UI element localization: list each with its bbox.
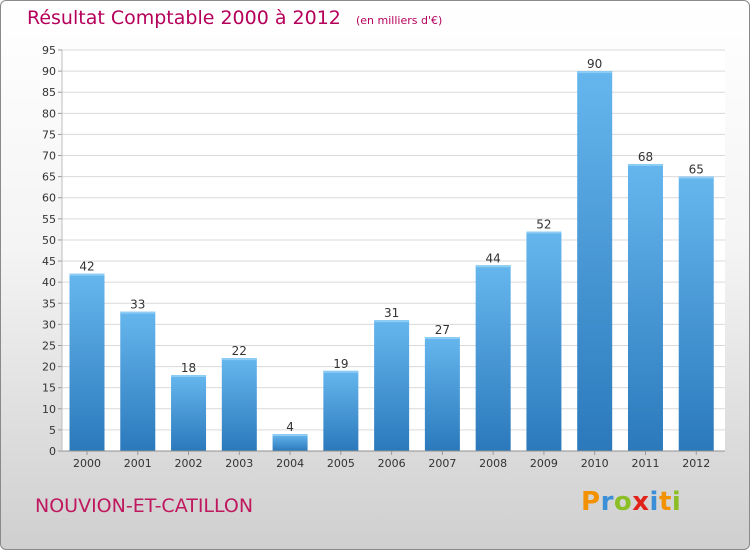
- bar-2006: [374, 320, 410, 451]
- data-label: 4: [286, 420, 294, 434]
- x-tick-label: 2008: [479, 457, 507, 470]
- bar-highlight: [424, 337, 460, 340]
- chart-title-block: Résultat Comptable 2000 à 2012 (en milli…: [27, 7, 442, 29]
- logo-letter: i: [649, 487, 659, 517]
- y-tick-label: 85: [42, 86, 56, 99]
- data-label: 42: [79, 260, 94, 274]
- bar-2007: [424, 337, 460, 451]
- y-tick-label: 10: [42, 403, 56, 416]
- data-label: 52: [536, 218, 551, 232]
- bar-2004: [272, 434, 308, 451]
- bar-2012: [678, 176, 714, 451]
- y-tick-label: 65: [42, 171, 56, 184]
- bar-highlight: [475, 265, 511, 268]
- x-tick-label: 2011: [631, 457, 659, 470]
- y-tick-label: 15: [42, 382, 56, 395]
- data-label: 22: [232, 344, 247, 358]
- x-axis: 2000 2001 2002 2003 2004 2005 2006 2007 2008 2009…: [73, 451, 710, 470]
- x-tick-label: 2009: [530, 457, 558, 470]
- data-label: 65: [689, 163, 704, 177]
- bar-highlight: [526, 231, 562, 234]
- data-label: 19: [333, 357, 348, 371]
- bar-highlight: [374, 320, 410, 323]
- bar-highlight: [577, 71, 613, 74]
- bar-2010: [577, 71, 613, 452]
- bar-highlight: [678, 176, 714, 179]
- bar-highlight: [120, 311, 156, 314]
- y-tick-label: 35: [42, 297, 56, 310]
- bar-2000: [69, 273, 105, 451]
- bar-highlight: [627, 163, 663, 166]
- data-label: 90: [587, 57, 602, 71]
- y-tick-label: 70: [42, 150, 56, 163]
- x-tick-label: 2002: [175, 457, 203, 470]
- y-tick-label: 95: [42, 44, 56, 57]
- bar-2009: [526, 231, 562, 451]
- bar-highlight: [323, 370, 359, 373]
- logo-letter: t: [658, 487, 672, 517]
- x-tick-label: 2012: [682, 457, 710, 470]
- bar-highlight: [171, 375, 207, 378]
- x-tick-label: 2003: [225, 457, 253, 470]
- y-tick-label: 45: [42, 255, 56, 268]
- bar-highlight: [272, 434, 308, 437]
- x-tick-label: 2004: [276, 457, 304, 470]
- y-tick-label: 80: [42, 107, 56, 120]
- commune-name: NOUVION-ET-CATILLON: [35, 495, 254, 517]
- chart-title: Résultat Comptable 2000 à 2012: [27, 7, 341, 29]
- bar-highlight: [69, 273, 105, 276]
- y-tick-label: 90: [42, 65, 56, 78]
- bar-2011: [627, 163, 663, 451]
- y-tick-label: 50: [42, 234, 56, 247]
- bar-highlight: [221, 358, 257, 361]
- y-tick-label: 40: [42, 276, 56, 289]
- data-label: 18: [181, 361, 196, 375]
- x-tick-label: 2010: [581, 457, 609, 470]
- proxiti-logo[interactable]: Proxiti: [581, 487, 681, 517]
- bar-2002: [171, 375, 207, 451]
- logo-letter: i: [671, 487, 682, 517]
- logo-letter: x: [632, 487, 650, 517]
- logo-letter: r: [600, 487, 614, 517]
- bar-2005: [323, 370, 359, 451]
- data-label: 27: [435, 323, 450, 337]
- logo-letter: P: [581, 487, 601, 517]
- x-tick-label: 2005: [327, 457, 355, 470]
- bar-2001: [120, 311, 156, 451]
- bar-2008: [475, 265, 511, 451]
- y-tick-label: 60: [42, 192, 56, 205]
- y-axis: 0 5 10 15 20 25 30 35 40 45 50 55 60 65 70 75 80 85 90 95: [42, 44, 62, 458]
- y-tick-label: 20: [42, 361, 56, 374]
- y-tick-label: 55: [42, 213, 56, 226]
- x-tick-label: 2006: [378, 457, 406, 470]
- x-tick-label: 2000: [73, 457, 101, 470]
- x-tick-label: 2007: [428, 457, 456, 470]
- bars: 42 33 18 22 4 19 31 27 44 52 90 68 65: [69, 57, 714, 452]
- y-tick-label: 75: [42, 128, 56, 141]
- x-tick-label: 2001: [124, 457, 152, 470]
- chart-subtitle: (en milliers d'€): [355, 14, 443, 27]
- data-label: 44: [486, 251, 501, 265]
- data-label: 68: [638, 150, 653, 164]
- grid-lines: [62, 49, 725, 431]
- y-tick-label: 5: [49, 424, 56, 437]
- data-label: 31: [384, 306, 399, 320]
- data-label: 33: [130, 298, 145, 312]
- y-tick-label: 0: [49, 445, 56, 458]
- y-tick-label: 30: [42, 318, 56, 331]
- y-tick-label: 25: [42, 339, 56, 352]
- bar-2003: [221, 358, 257, 451]
- logo-letter: o: [613, 487, 633, 517]
